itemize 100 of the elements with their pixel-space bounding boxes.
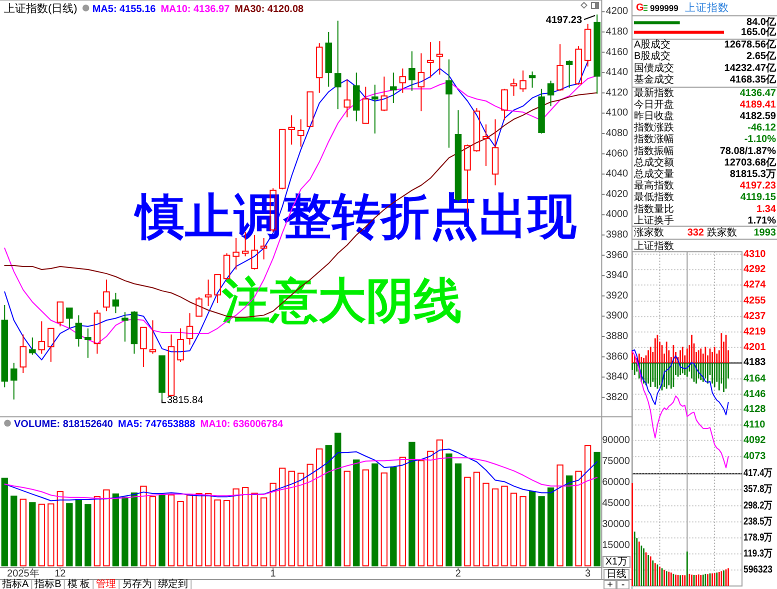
- text: 上证指数: [685, 1, 729, 14]
- y-tick-label: 4100: [606, 108, 629, 119]
- y-tick-label: 4292: [744, 264, 766, 276]
- y-tick-label: 4040: [606, 168, 629, 180]
- y-tick-label: 60000: [602, 476, 630, 488]
- y-tick-label: 4020: [606, 188, 629, 200]
- y-tick-label: 4201: [744, 342, 766, 353]
- y-tick-label: 4110: [744, 420, 766, 431]
- y-tick-label: 3960: [606, 250, 629, 261]
- text: 另存为: [122, 578, 152, 589]
- text: 总成交量: [633, 168, 674, 180]
- y-tick-label: 4146: [744, 388, 766, 400]
- text: 1.71%: [748, 215, 776, 226]
- text: 跌家数: [707, 226, 737, 238]
- y-axis-title: X1万: [605, 556, 628, 568]
- text: 指数量比: [633, 202, 674, 215]
- y-tick-label: 4180: [606, 26, 629, 38]
- text: 12678.56亿: [724, 38, 777, 50]
- text: +: [607, 579, 614, 589]
- chart-title: 上证指数(日线): [4, 2, 78, 15]
- text: 上证换手: [634, 214, 674, 226]
- y-tick-label: 3940: [606, 270, 629, 282]
- text: 指标B: [34, 578, 62, 589]
- y-tick-label: 4128: [744, 404, 766, 416]
- text: 涨家数: [634, 226, 664, 238]
- text: MA30: 4120.08: [234, 4, 304, 15]
- y-tick-label: 4219: [744, 326, 766, 338]
- text: 管理: [96, 579, 116, 589]
- text: 12703.68亿: [724, 156, 777, 168]
- text: 4119.15: [740, 192, 776, 204]
- y-tick-label: 45000: [602, 498, 630, 509]
- y-tick-label: 4183: [744, 357, 766, 368]
- y-tick-label: 4310: [744, 248, 766, 260]
- text: 今日开盘: [634, 98, 674, 110]
- text: -: [621, 579, 625, 589]
- text: 14232.47亿: [724, 62, 777, 74]
- y-tick-label: 4120: [606, 87, 629, 98]
- text: G: [636, 2, 644, 14]
- text: MA10: 636006784: [200, 419, 284, 430]
- text: 78.08/1.87%: [720, 146, 776, 157]
- text: 指数涨跌: [633, 122, 674, 134]
- text: 昨日收盘: [634, 110, 674, 122]
- y-tick-label: 3900: [606, 310, 629, 322]
- y-tick-label: 3920: [606, 290, 629, 302]
- text: 指数涨幅: [633, 133, 674, 146]
- y-tick-label: 4073: [744, 451, 766, 462]
- text: MA10: 4136.97: [160, 4, 230, 15]
- y-tick-label: 90000: [602, 434, 630, 446]
- text: 日线: [606, 568, 626, 580]
- y-tick-label: 417.4万: [744, 468, 777, 480]
- text: 4182.59: [740, 111, 776, 122]
- text: 81815.3万: [730, 169, 776, 180]
- y-tick-label: 75000: [602, 456, 630, 467]
- y-tick-label: 4255: [744, 296, 766, 307]
- text: 模 板: [67, 578, 90, 589]
- x-tick-label: 2: [455, 568, 462, 580]
- y-tick-label: 4160: [606, 46, 629, 58]
- text: 4168.35亿: [730, 74, 777, 86]
- x-tick-label: 3: [585, 568, 592, 580]
- y-tick-label: 357.8万: [744, 484, 777, 496]
- y-tick-label: 3880: [606, 331, 629, 342]
- annotation: 4197.23: [546, 14, 582, 26]
- text: 332: [687, 227, 704, 238]
- text: 999999: [650, 3, 679, 13]
- y-tick-label: 298.2万: [744, 500, 777, 512]
- text: 指标A: [1, 578, 29, 589]
- annotation: 3815.84: [166, 395, 204, 406]
- text: 国债成交: [634, 62, 674, 74]
- x-tick-label: 1: [270, 568, 276, 580]
- text: 最高指数: [634, 180, 674, 192]
- chart-title: VOLUME: 818152640: [14, 419, 114, 430]
- y-tick-label: 4080: [606, 128, 629, 139]
- y-tick-label: 3840: [606, 372, 629, 383]
- y-tick-label: 4140: [606, 67, 629, 78]
- y-tick-label: 30000: [602, 518, 630, 530]
- data-label: 165.0亿: [740, 26, 777, 38]
- text: 4197.23: [740, 180, 776, 192]
- text: MA5: 4155.16: [92, 4, 156, 15]
- y-tick-label: 4164: [744, 373, 766, 384]
- text: B股成交: [634, 50, 671, 62]
- text: 2.65亿: [746, 50, 777, 62]
- y-tick-label: 4092: [744, 434, 766, 446]
- y-tick-label: 4000: [606, 209, 629, 220]
- text: 1993: [754, 227, 776, 238]
- x-tick-label: 12: [54, 568, 66, 580]
- chart-title: 上证指数: [634, 240, 674, 252]
- text: 4189.41: [740, 99, 776, 110]
- y-tick-label: 4237: [744, 311, 766, 322]
- y-tick-label: 238.5万: [744, 516, 777, 528]
- y-tick-label: 4200: [606, 6, 629, 18]
- text: 1.34: [756, 204, 776, 215]
- y-tick-label: 3820: [606, 392, 629, 403]
- x-tick-label: 2025年: [7, 568, 40, 580]
- text: 最低指数: [634, 191, 674, 204]
- text: 总成交额: [633, 156, 674, 168]
- y-tick-label: 15000: [602, 540, 630, 551]
- y-tick-label: 119.3万: [744, 548, 777, 560]
- y-tick-label: 4274: [744, 280, 766, 290]
- y-tick-label: 3860: [606, 351, 629, 362]
- text: 基金成交: [634, 74, 674, 86]
